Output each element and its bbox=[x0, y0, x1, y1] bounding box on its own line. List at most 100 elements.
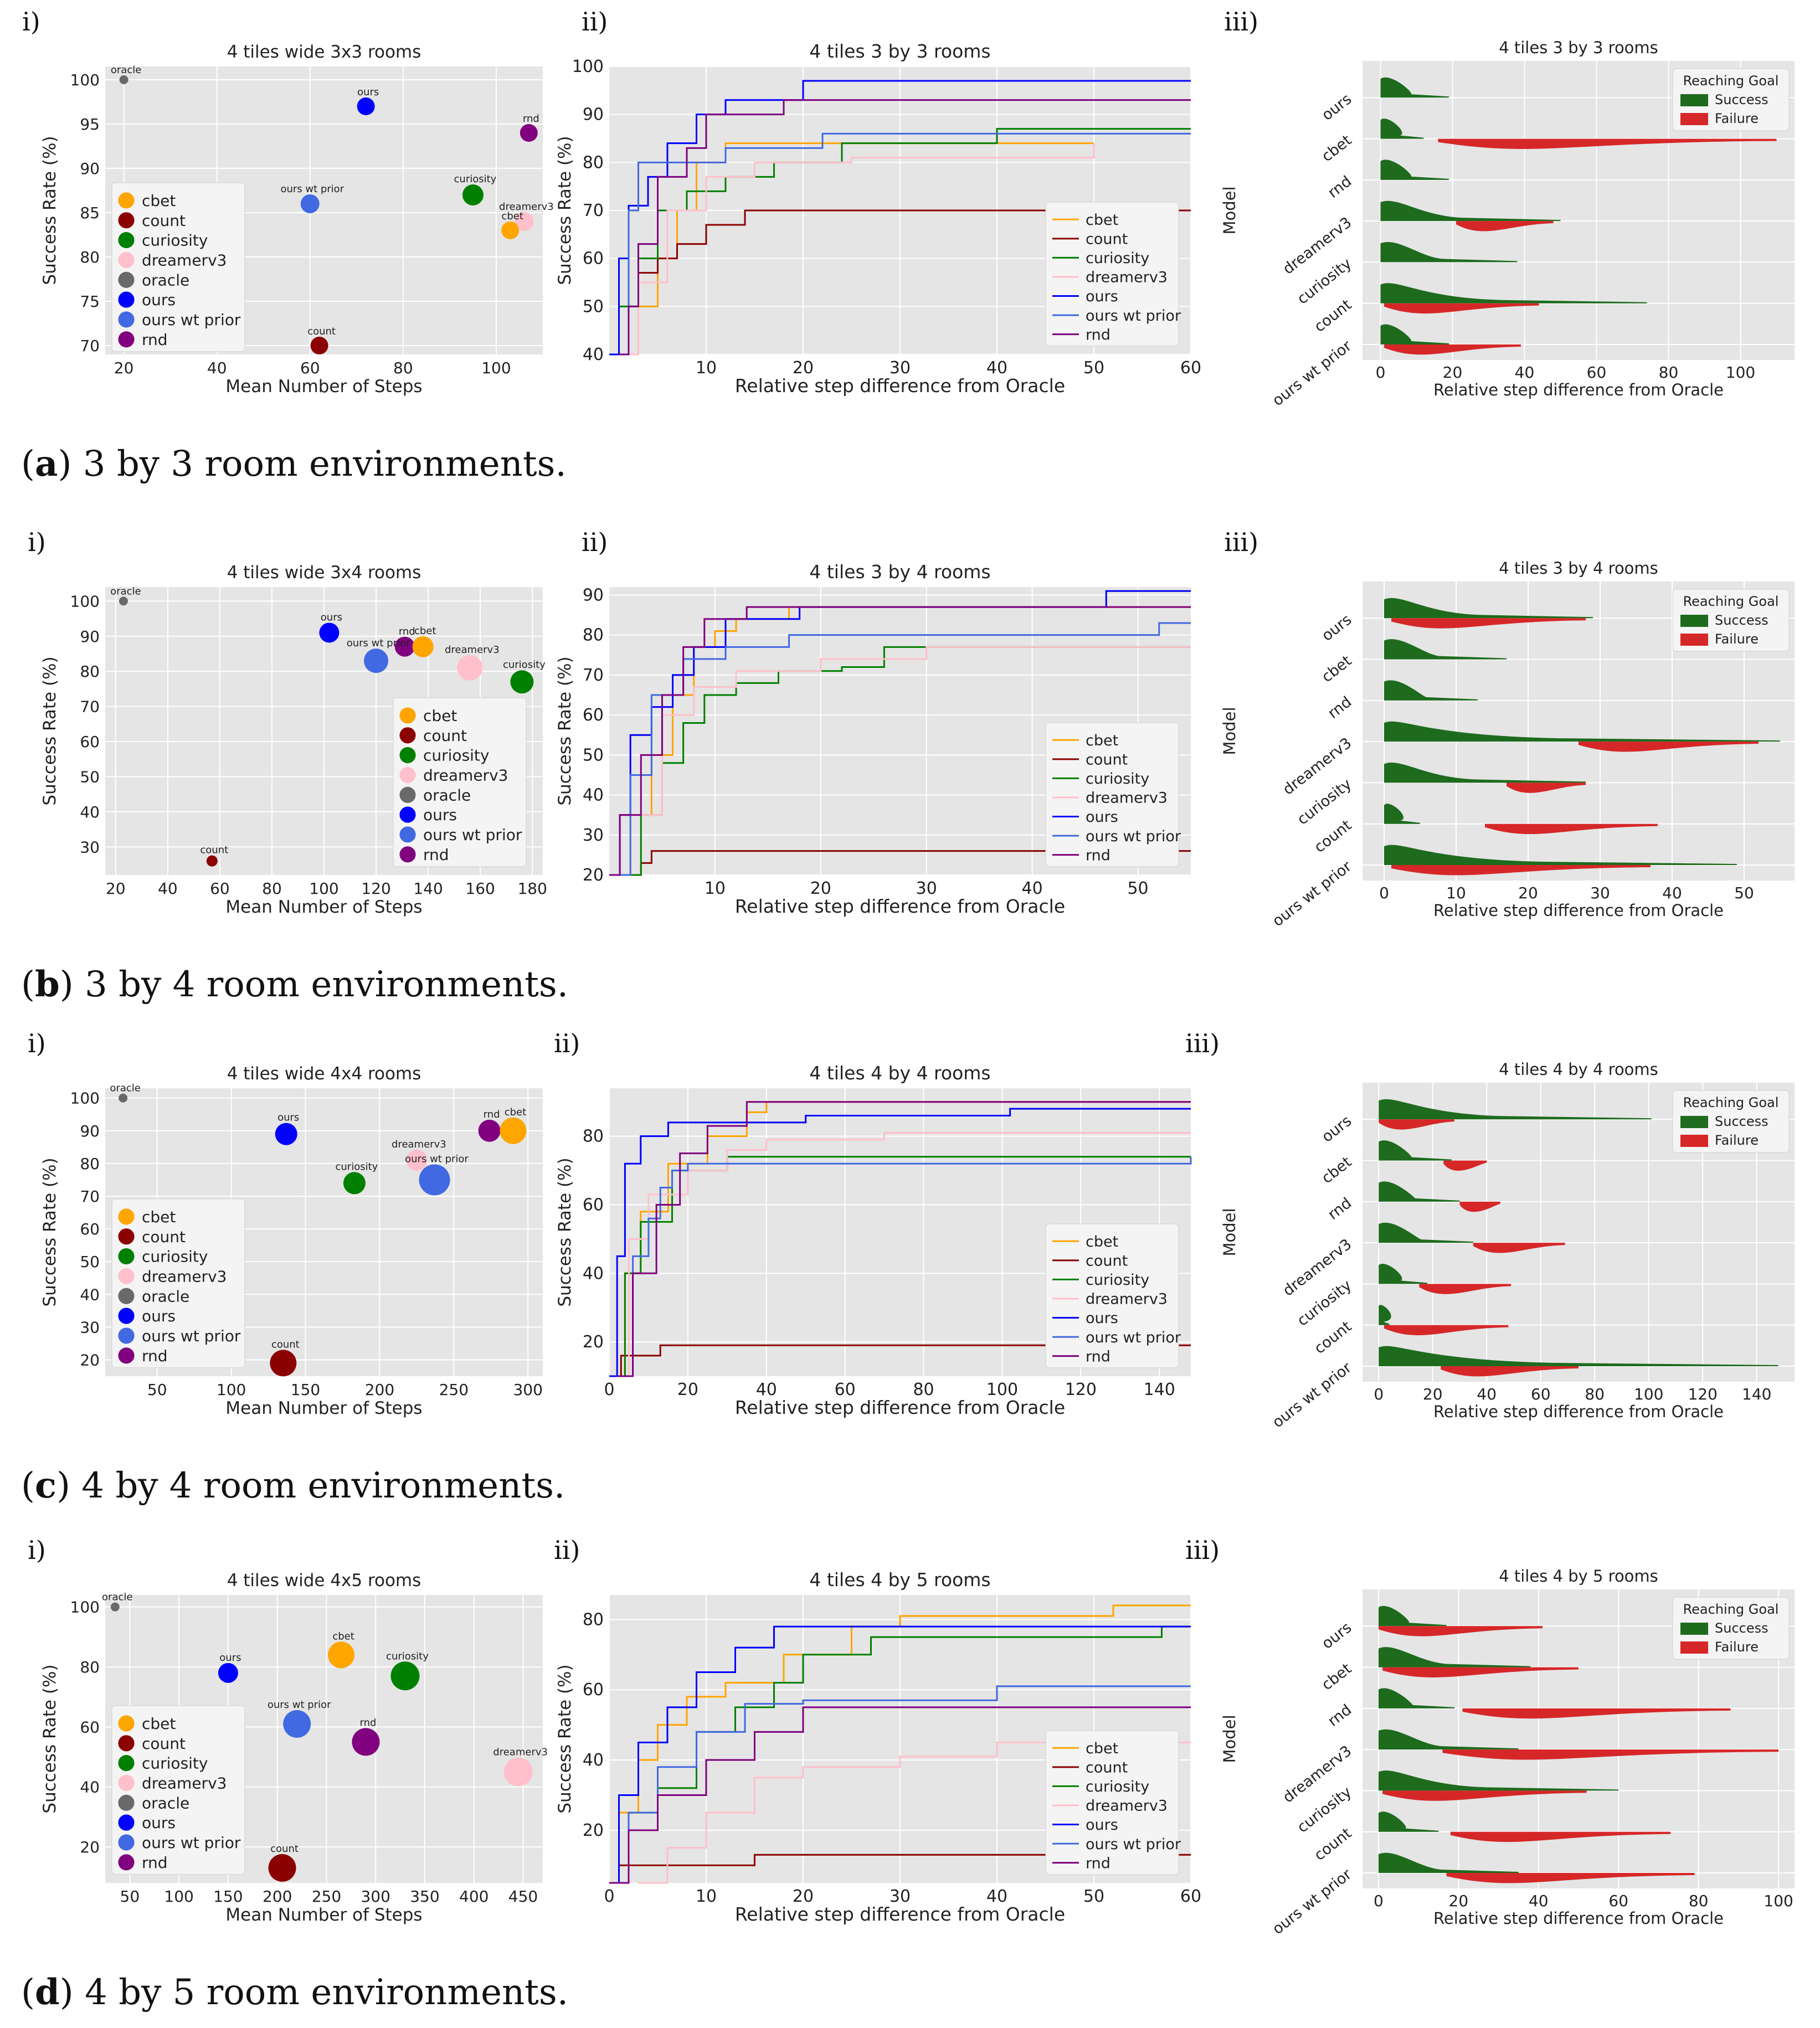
legend-marker bbox=[118, 1208, 135, 1225]
failure-distribution bbox=[1384, 303, 1539, 314]
x-tick-label: 0 bbox=[1376, 363, 1386, 382]
legend-title: Reaching Goal bbox=[1683, 1602, 1779, 1617]
success-distribution bbox=[1380, 200, 1561, 222]
chart-title: 4 tiles 4 by 4 rooms bbox=[809, 1062, 990, 1084]
success-distribution bbox=[1380, 283, 1647, 303]
point-label: dreamerv3 bbox=[499, 201, 554, 213]
violin-chart: 0 20 40 60 80 100 120 140 4 tiles 4 by 4 rooms Re… bbox=[1220, 1060, 1795, 1431]
x-tick-label: 100 bbox=[217, 1381, 246, 1399]
success-distribution bbox=[1379, 1305, 1391, 1325]
y-axis-label: Success Rate (%) bbox=[40, 1664, 60, 1813]
legend-marker bbox=[399, 766, 416, 783]
x-tick-label: 60 bbox=[1587, 363, 1607, 382]
x-tick-label: 30 bbox=[1590, 884, 1610, 902]
point-label: curiosity bbox=[503, 659, 546, 671]
legend-marker bbox=[118, 1228, 135, 1245]
failure-distribution bbox=[1446, 1873, 1695, 1883]
panel-label: ii) bbox=[582, 527, 608, 557]
legend-label: curiosity bbox=[1086, 250, 1149, 267]
y-tick-label: 70 bbox=[80, 698, 100, 716]
x-tick-label: 50 bbox=[1083, 1887, 1104, 1906]
category-label: ours bbox=[1319, 611, 1355, 645]
legend-label: cbet bbox=[1086, 212, 1118, 229]
legend-marker bbox=[118, 212, 135, 229]
subfigure-caption: (c) 4 by 4 room environments. bbox=[21, 1465, 565, 1506]
panel-label: ii) bbox=[582, 7, 608, 37]
category-label: ours bbox=[1319, 1112, 1355, 1146]
category-label: ours wt prior bbox=[1269, 858, 1355, 930]
point-label: rnd bbox=[523, 113, 539, 125]
legend-label: ours wt prior bbox=[142, 311, 241, 329]
x-tick-label: 50 bbox=[1083, 358, 1104, 378]
category-label: ours bbox=[1319, 1619, 1355, 1653]
x-tick-label: 300 bbox=[513, 1381, 542, 1399]
x-tick-label: 100 bbox=[309, 879, 338, 898]
category-label: rnd bbox=[1325, 1195, 1355, 1223]
failure-distribution bbox=[1456, 221, 1554, 231]
y-tick-label: 95 bbox=[80, 115, 100, 133]
x-tick-label: 140 bbox=[413, 879, 443, 898]
chart-title: 4 tiles 4 by 5 rooms bbox=[1499, 1567, 1658, 1586]
legend-label: count bbox=[1086, 231, 1128, 248]
legend-marker bbox=[118, 1854, 135, 1871]
x-tick-label: 40 bbox=[756, 1380, 777, 1399]
failure-distribution bbox=[1442, 1749, 1779, 1760]
failure-distribution bbox=[1579, 742, 1759, 752]
y-tick-label: 100 bbox=[70, 592, 100, 610]
y-axis-label: Model bbox=[1220, 707, 1239, 755]
chart-title: 4 tiles wide 4x4 rooms bbox=[227, 1064, 421, 1084]
y-axis-label: Success Rate (%) bbox=[40, 1157, 60, 1306]
x-tick-label: 50 bbox=[1127, 879, 1148, 898]
point-label: curiosity bbox=[335, 1161, 378, 1172]
y-axis-label: Success Rate (%) bbox=[40, 136, 60, 285]
point-label: count bbox=[307, 326, 336, 337]
y-tick-label: 40 bbox=[583, 786, 604, 805]
x-tick-label: 250 bbox=[439, 1381, 469, 1399]
y-tick-label: 100 bbox=[70, 71, 100, 89]
y-tick-label: 70 bbox=[80, 1187, 100, 1206]
x-tick-label: 40 bbox=[207, 359, 227, 377]
y-tick-label: 85 bbox=[80, 204, 100, 222]
x-tick-label: 20 bbox=[793, 358, 814, 378]
cdf-line-chart: 0 20 40 60 80 100 120 140 20 40 60 80 4 tiles 4 by 4… bbox=[555, 1062, 1192, 1418]
legend-label: curiosity bbox=[142, 1248, 208, 1266]
x-tick-label: 40 bbox=[1515, 363, 1535, 382]
x-tick-label: 140 bbox=[1742, 1385, 1771, 1403]
legend-label: cbet bbox=[1086, 732, 1118, 749]
y-axis-label: Success Rate (%) bbox=[555, 1157, 575, 1306]
legend-label: count bbox=[423, 727, 467, 745]
legend-marker bbox=[118, 1288, 135, 1304]
panel-label: iii) bbox=[1224, 7, 1259, 37]
x-tick-label: 0 bbox=[604, 1887, 614, 1906]
legend-label: cbet bbox=[423, 707, 457, 725]
point-label: ours bbox=[219, 1652, 241, 1664]
legend-label: ours bbox=[1086, 809, 1118, 826]
legend-swatch-success bbox=[1680, 1623, 1708, 1635]
scatter-point-curiosity bbox=[510, 670, 534, 694]
scatter-point-cbet bbox=[328, 1641, 355, 1669]
scatter-point-count bbox=[206, 855, 218, 867]
x-tick-label: 40 bbox=[1662, 884, 1682, 902]
series-line-ours-wt-prior bbox=[619, 132, 1191, 356]
legend-marker bbox=[118, 192, 135, 209]
scatter-point-rnd bbox=[478, 1119, 501, 1142]
x-axis-label: Relative step difference from Oracle bbox=[735, 375, 1065, 397]
x-tick-label: 150 bbox=[213, 1887, 243, 1906]
legend-marker bbox=[118, 291, 135, 308]
legend-marker bbox=[399, 786, 416, 803]
legend-marker bbox=[118, 331, 135, 348]
legend-marker bbox=[118, 232, 135, 249]
legend-label: dreamerv3 bbox=[1086, 1798, 1168, 1815]
x-tick-label: 60 bbox=[1608, 1892, 1628, 1910]
legend-label: ours wt prior bbox=[1086, 1329, 1181, 1346]
cdf-line-chart: 10 20 30 40 50 20 30 40 50 60 70 80 90 4 tiles 3 by 4… bbox=[555, 561, 1191, 917]
point-label: oracle bbox=[110, 1083, 140, 1094]
scatter-chart: 50 100 150 200 250 300 20 30 40 50 60 70 80 90 100 4 ti… bbox=[40, 1064, 543, 1418]
y-tick-label: 20 bbox=[583, 1821, 604, 1840]
legend-marker bbox=[118, 1715, 135, 1732]
scatter-point-count bbox=[310, 337, 328, 354]
x-tick-label: 40 bbox=[1529, 1892, 1549, 1910]
legend bbox=[111, 1705, 245, 1875]
scatter-point-ours bbox=[319, 622, 340, 643]
cdf-line-chart: 0 10 20 30 40 50 60 20 40 60 80 4 tiles 4 by 5 room… bbox=[555, 1569, 1201, 1925]
